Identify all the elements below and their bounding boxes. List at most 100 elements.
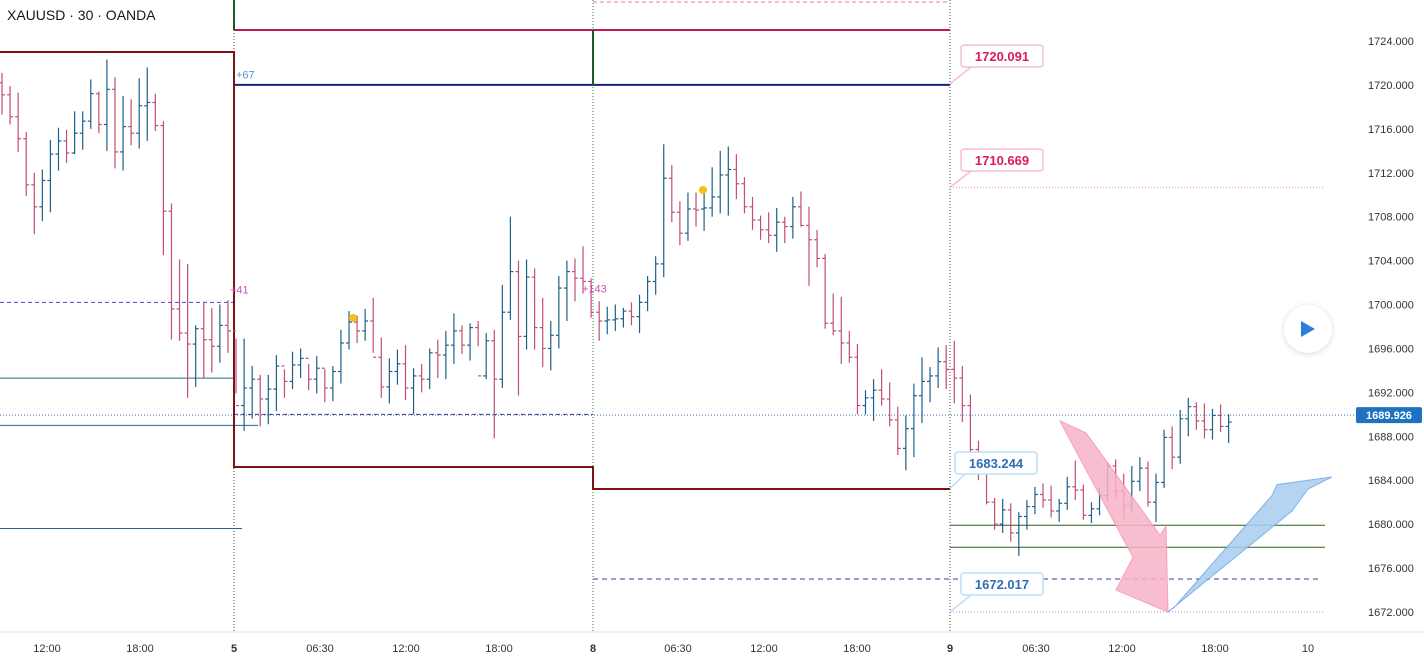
y-tick-label: 1700.000 bbox=[1368, 300, 1414, 312]
ohlc-bar bbox=[370, 297, 377, 358]
ohlc-bar bbox=[814, 229, 821, 268]
pivot-step-line bbox=[0, 50, 950, 491]
ohlc-bar bbox=[47, 139, 54, 213]
ohlc-bar bbox=[846, 330, 853, 363]
ohlc-bar bbox=[773, 207, 780, 252]
ohlc-bar bbox=[789, 196, 796, 239]
ohlc-bar bbox=[233, 330, 240, 407]
price-callout: 1672.017 bbox=[949, 572, 1044, 613]
y-tick-label: 1688.000 bbox=[1368, 431, 1414, 443]
ohlc-bar bbox=[781, 216, 788, 244]
ohlc-bar bbox=[216, 304, 223, 363]
y-tick-label: 1716.000 bbox=[1368, 124, 1414, 136]
ohlc-bar bbox=[547, 321, 554, 371]
ohlc-bar bbox=[620, 307, 627, 328]
ohlc-bar bbox=[523, 259, 530, 350]
ohlc-bar bbox=[337, 329, 344, 384]
ohlc-bar bbox=[241, 338, 248, 431]
ohlc-bar bbox=[362, 308, 369, 341]
ohlc-bar bbox=[806, 206, 812, 286]
ohlc-bar bbox=[418, 363, 425, 393]
x-tick-label: 18:00 bbox=[126, 643, 154, 655]
ohlc-bar bbox=[249, 366, 256, 419]
ohlc-bar bbox=[894, 406, 901, 455]
ohlc-bar bbox=[636, 294, 643, 334]
ohlc-bar bbox=[668, 165, 675, 223]
ohlc-bar bbox=[483, 333, 490, 380]
ohlc-bar bbox=[1177, 409, 1184, 464]
ohlc-bar bbox=[63, 129, 70, 163]
ohlc-bar bbox=[1064, 476, 1071, 510]
ohlc-bar bbox=[1080, 484, 1087, 520]
ohlc-bar bbox=[531, 268, 538, 350]
ohlc-bar bbox=[192, 325, 199, 387]
ohlc-bar bbox=[822, 254, 829, 329]
ohlc-bar bbox=[1144, 461, 1151, 507]
ohlc-bar bbox=[491, 329, 498, 439]
ohlc-bar bbox=[604, 306, 611, 335]
y-tick-label: 1684.000 bbox=[1368, 475, 1414, 487]
ohlc-bar bbox=[612, 304, 619, 331]
ohlc-bar bbox=[959, 366, 966, 423]
ohlc-bar bbox=[886, 382, 893, 427]
ohlc-bar bbox=[1072, 460, 1079, 500]
ohlc-bar bbox=[289, 351, 296, 390]
ohlc-bar bbox=[1007, 503, 1014, 542]
ohlc-bar bbox=[499, 284, 506, 388]
play-button[interactable] bbox=[1284, 305, 1332, 353]
ohlc-bar bbox=[55, 127, 62, 171]
x-tick-label: 5 bbox=[231, 643, 237, 655]
ohlc-bar bbox=[329, 366, 336, 402]
ohlc-bar bbox=[854, 344, 861, 415]
ohlc-bar bbox=[749, 196, 756, 230]
ohlc-bar bbox=[160, 121, 167, 256]
ohlc-bar bbox=[1217, 404, 1224, 432]
ohlc-bar bbox=[467, 323, 474, 361]
x-tick-label: 12:00 bbox=[33, 643, 61, 655]
ohlc-bar bbox=[910, 383, 917, 458]
ohlc-bar bbox=[1088, 502, 1095, 524]
x-tick-label: 06:30 bbox=[306, 643, 334, 655]
ohlc-bar bbox=[1169, 426, 1176, 470]
ohlc-bar bbox=[1023, 499, 1030, 530]
ohlc-bar bbox=[951, 340, 958, 404]
ohlc-bar bbox=[152, 93, 159, 132]
price-callout: 1710.669 bbox=[949, 148, 1044, 188]
ohlc-bar bbox=[200, 302, 207, 379]
ohlc-bar bbox=[103, 59, 110, 151]
ohlc-bar bbox=[862, 390, 869, 415]
callout-value: 1683.244 bbox=[969, 456, 1024, 471]
y-tick-label: 1680.000 bbox=[1368, 519, 1414, 531]
ohlc-bar bbox=[15, 92, 22, 152]
ohlc-bar bbox=[1048, 485, 1055, 518]
ohlc-bar bbox=[313, 356, 320, 394]
x-tick-label: 10 bbox=[1302, 643, 1314, 655]
ohlc-bar bbox=[765, 212, 772, 244]
ohlc-bar bbox=[1153, 473, 1160, 522]
ohlc-bar bbox=[168, 203, 175, 340]
x-tick-label: 18:00 bbox=[843, 643, 871, 655]
ohlc-bar bbox=[1031, 486, 1038, 515]
ohlc-bar bbox=[111, 77, 118, 169]
ohlc-bar bbox=[426, 348, 433, 390]
callout-value: 1710.669 bbox=[975, 153, 1029, 168]
ohlc-bar bbox=[709, 167, 716, 217]
ohlc-bar bbox=[588, 278, 595, 318]
marker-dot bbox=[699, 186, 707, 194]
y-tick-label: 1708.000 bbox=[1368, 212, 1414, 224]
ohlc-bar bbox=[596, 301, 603, 341]
ohlc-bar bbox=[991, 497, 998, 530]
ohlc-bar bbox=[224, 300, 231, 353]
ohlc-bar bbox=[31, 172, 38, 235]
ohlc-bar bbox=[95, 91, 102, 134]
ohlc-bar bbox=[902, 415, 909, 471]
ohlc-bar bbox=[1136, 457, 1143, 492]
change-label: +143 bbox=[582, 283, 607, 295]
ohlc-bar bbox=[943, 345, 950, 390]
price-axis bbox=[1355, 0, 1424, 632]
ohlc-bar bbox=[378, 337, 385, 398]
x-tick-label: 06:30 bbox=[664, 643, 692, 655]
y-tick-label: 1724.000 bbox=[1368, 36, 1414, 48]
ohlc-bar bbox=[539, 297, 546, 368]
